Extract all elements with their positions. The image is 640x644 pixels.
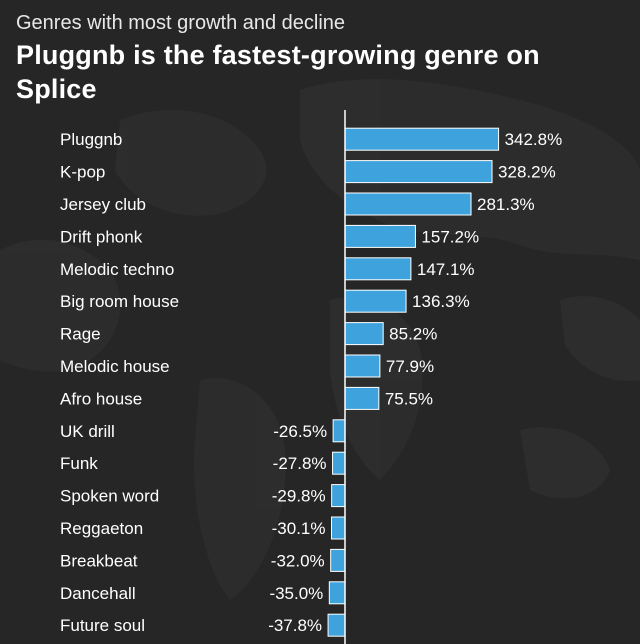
bar-pluggnb: [344, 127, 500, 151]
bar-big-room-house: [344, 289, 407, 313]
category-label: Spoken word: [60, 487, 159, 506]
value-label: -32.0%: [271, 551, 325, 570]
category-label: Afro house: [60, 389, 142, 408]
bar-afro-house: [344, 386, 380, 410]
value-label: 136.3%: [412, 292, 470, 311]
bar-melodic-house: [344, 354, 381, 378]
category-label: Reggaeton: [60, 519, 143, 538]
bar-uk-drill: [332, 419, 346, 443]
category-label: Big room house: [60, 292, 179, 311]
value-label: 157.2%: [421, 227, 479, 246]
category-label: Melodic techno: [60, 260, 174, 279]
value-label: -37.8%: [268, 616, 322, 635]
category-label: Dancehall: [60, 584, 136, 603]
category-label: Future soul: [60, 616, 145, 635]
category-label: Melodic house: [60, 357, 170, 376]
bar-jersey-club: [344, 192, 472, 216]
bar-future-soul: [327, 613, 346, 637]
bar-rage: [344, 322, 384, 346]
category-label: Funk: [60, 454, 98, 473]
bar-funk: [332, 451, 346, 475]
value-label: -27.8%: [273, 454, 327, 473]
category-label: Drift phonk: [60, 227, 143, 246]
category-label: Pluggnb: [60, 130, 122, 149]
value-label: 328.2%: [498, 163, 556, 182]
value-label: 147.1%: [417, 260, 475, 279]
value-label: -35.0%: [269, 584, 323, 603]
value-label: -29.8%: [272, 487, 326, 506]
value-label: -26.5%: [273, 422, 327, 441]
bar-melodic-techno: [344, 257, 412, 281]
value-label: 75.5%: [385, 389, 433, 408]
value-label: 342.8%: [505, 130, 563, 149]
category-label: Jersey club: [60, 195, 146, 214]
bar-spoken-word: [331, 484, 346, 508]
category-label: Rage: [60, 325, 101, 344]
value-label: 77.9%: [386, 357, 434, 376]
value-label: -30.1%: [272, 519, 326, 538]
bar-breakbeat: [330, 548, 346, 572]
chart-subtitle: Genres with most growth and decline: [16, 12, 346, 34]
value-label: 281.3%: [477, 195, 535, 214]
chart-title: Pluggnb is the fastest-growing genre on …: [16, 40, 540, 104]
bar-k-pop: [344, 160, 493, 184]
bar-drift-phonk: [344, 224, 416, 248]
category-label: Breakbeat: [60, 551, 138, 570]
category-label: K-pop: [60, 163, 105, 182]
bar-dancehall: [328, 581, 346, 605]
category-label: UK drill: [60, 422, 115, 441]
value-label: 85.2%: [389, 325, 437, 344]
bar-reggaeton: [331, 516, 346, 540]
